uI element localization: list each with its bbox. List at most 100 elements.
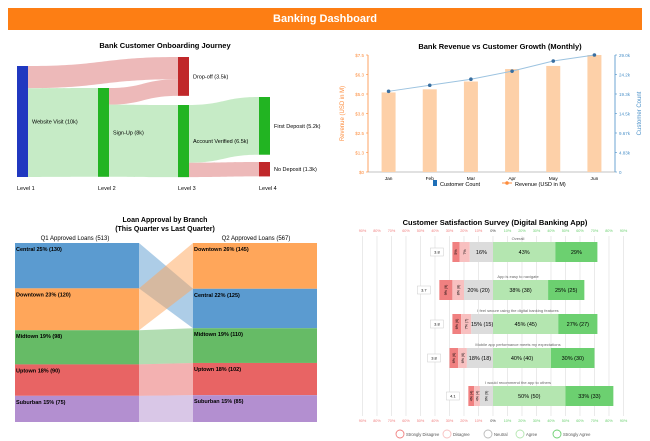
q2-bar-label: Uptown 18% (102): [194, 367, 241, 373]
segment-label: 29%: [571, 250, 582, 256]
sankey-title: Bank Customer Onboarding Journey: [99, 41, 231, 50]
survey-segment-agree: [493, 280, 549, 300]
strongly-agree-face-icon: [552, 429, 562, 439]
dashboard-header: Banking Dashboard: [8, 8, 642, 30]
right-tick-label: 0: [619, 170, 622, 175]
legend-label: Agree: [526, 432, 538, 437]
revenue-customer-chart: Bank Revenue vs Customer Growth (Monthly…: [340, 42, 643, 188]
right-tick-label: 29.0k: [619, 53, 631, 58]
revenue-bar-Mar: [463, 81, 478, 172]
survey-row: Mobile app performance meets my expectat…: [427, 342, 595, 368]
revenue-bar-Apr: [505, 69, 520, 172]
sankey-level-label: Level 2: [98, 186, 116, 192]
sankey-node-label: Drop-off (3.5k): [193, 74, 229, 80]
segment-label: 45% (45): [514, 322, 536, 328]
dashboard-title: Banking Dashboard: [273, 13, 377, 25]
loan-ribbon-midtown: [139, 328, 193, 365]
top-axis-tick: 10%: [475, 229, 483, 233]
q2-bar-midtown: [193, 328, 317, 363]
score-box: [417, 285, 431, 295]
strongly-disagree-face-icon: [395, 429, 405, 439]
satisfaction-survey-chart: Customer Satisfaction Survey (Digital Ba…: [359, 218, 628, 439]
q2-header: Q2 Approved Loans (567): [222, 236, 291, 242]
q1-bar-suburban: [15, 395, 139, 422]
customer-point-Feb: [427, 83, 432, 88]
q2-bar-label: Midtown 19% (110): [194, 332, 243, 338]
top-axis-tick: 60%: [402, 229, 410, 233]
survey-segment-strongly-agree: [555, 242, 598, 262]
legend-label: Disagree: [453, 432, 470, 437]
survey-question: Mobile app performance meets my expectat…: [475, 342, 560, 347]
survey-row: App is easy to navigate 3.7 9% (9) 8% (8) 20…: [417, 274, 585, 300]
right-tick-label: 24.2k: [619, 73, 631, 78]
survey-row: Overall 3.8 5% 7% 16% 43% 29%: [430, 236, 598, 262]
segment-label: 9% (9): [444, 285, 448, 296]
bottom-axis-tick: 60%: [402, 419, 410, 423]
x-tick-label: Mar: [467, 176, 476, 182]
q1-bar-label: Central 25% (130): [16, 247, 62, 253]
survey-segment-agree: [493, 348, 551, 368]
sankey-node-label: No Deposit (1.3k): [274, 167, 317, 173]
sankey-node-visit: [17, 66, 28, 177]
survey-segment-strongly-agree: [551, 348, 595, 368]
survey-segment-strongly-agree: [558, 314, 598, 334]
left-tick-label: $1.3: [355, 151, 364, 156]
bottom-axis-tick: 80%: [605, 419, 613, 423]
revenue-bar-Feb: [422, 89, 437, 172]
q2-bar-label: Downtown 26% (145): [194, 247, 249, 253]
left-tick-label: $0: [359, 170, 365, 175]
right-tick-label: 4.83k: [619, 151, 631, 156]
top-axis-tick: 90%: [359, 229, 367, 233]
q1-bar-downtown: [15, 288, 139, 331]
q1-bar-label: Downtown 23% (120): [16, 292, 71, 298]
survey-segment-disagree: [452, 280, 464, 300]
segment-label: 5%: [454, 249, 458, 255]
bottom-axis-tick: 50%: [417, 419, 425, 423]
x-tick-label: May: [549, 176, 559, 182]
customer-point-May: [551, 59, 556, 63]
survey-segment-agree: [493, 386, 566, 406]
bottom-axis-tick: 60%: [576, 419, 584, 423]
q1-bar-label: Uptown 18% (90): [16, 368, 60, 374]
survey-segment-strongly-disagree: [468, 386, 475, 406]
top-axis-tick: 40%: [431, 229, 439, 233]
sankey-node-label: Website Visit (10k): [32, 120, 78, 126]
legend-label: Strongly Agree: [563, 432, 591, 437]
sankey-links: [28, 57, 259, 178]
sankey-node-label: First Deposit (5.2k): [274, 124, 321, 130]
neutral-face-icon: [483, 429, 493, 439]
score-box: [427, 353, 441, 363]
loan-ribbon-suburban: [139, 395, 193, 422]
survey-segment-strongly-disagree: [452, 242, 460, 262]
sankey-node-drop: [178, 57, 189, 96]
bottom-axis-tick: 20%: [460, 419, 468, 423]
segment-label: 4% (4): [469, 391, 473, 402]
right-tick-label: 19.3k: [619, 92, 631, 97]
sankey-level-label: Level 1: [17, 186, 35, 192]
top-axis-tick: 70%: [388, 229, 396, 233]
customer-count-line: [388, 54, 595, 92]
loan-ribbon-downtown: [139, 243, 193, 331]
sankey-node-nodeposit: [259, 162, 270, 177]
segment-label: 18% (18): [469, 356, 491, 362]
sankey-level-label: Level 4: [259, 186, 277, 192]
bottom-axis-tick: 70%: [388, 419, 396, 423]
bottom-axis-tick: 30%: [533, 419, 541, 423]
segment-label: 25% (25): [555, 288, 577, 294]
x-tick-label: Apr: [508, 176, 516, 182]
survey-segment-neutral: [464, 280, 493, 300]
survey-question: I feel secure using the digital banking …: [477, 308, 558, 313]
loan-approval-chart: Loan Approval by Branch (This Quarter vs…: [15, 217, 317, 422]
bottom-axis-tick: 20%: [518, 419, 526, 423]
top-axis-tick: 80%: [373, 229, 381, 233]
top-axis-tick: 20%: [460, 229, 468, 233]
segment-label: 20% (20): [467, 288, 489, 294]
sankey-link-signup-verified: [109, 104, 178, 178]
q1-bar-uptown: [15, 364, 139, 396]
segment-label: 40% (40): [511, 356, 533, 362]
sankey-link-visit-drop: [28, 57, 178, 89]
q2-bar-label: Suburban 15% (85): [194, 399, 244, 405]
sankey-node-label: Sign-Up (8k): [113, 130, 144, 136]
left-axis-title: Revenue (USD in M): [340, 86, 346, 141]
top-axis-tick: 80%: [605, 229, 613, 233]
